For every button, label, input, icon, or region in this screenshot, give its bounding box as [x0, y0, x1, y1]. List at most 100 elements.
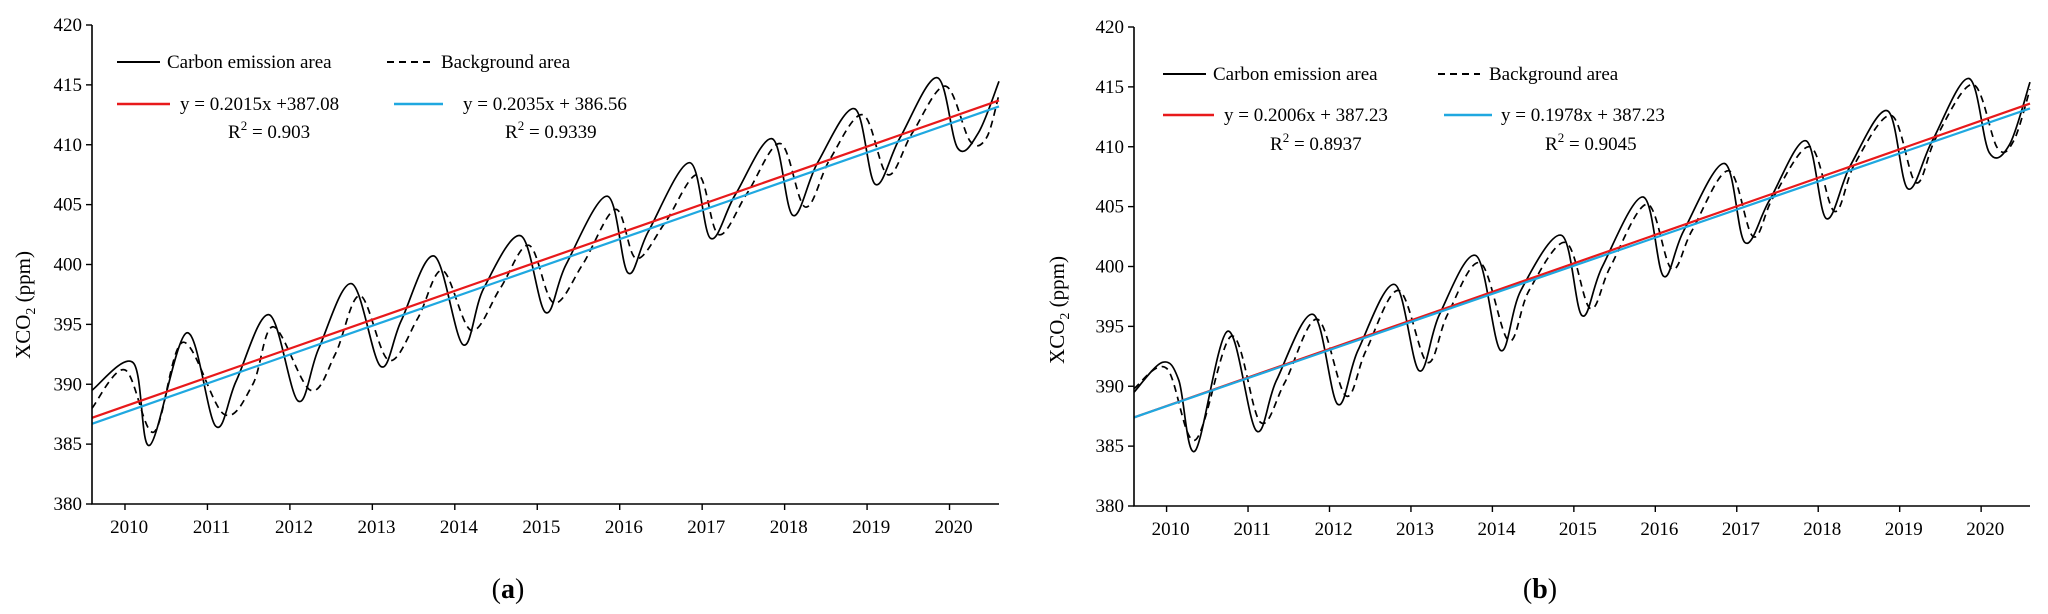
- legend-fit-background-r2: R2 = 0.9045: [1545, 130, 1637, 155]
- y-tick-label: 390: [54, 374, 83, 395]
- x-tick-label: 2011: [193, 517, 230, 538]
- x-tick-label: 2015: [522, 517, 560, 538]
- panel-a-y-ticks: 380 385 390 395 400 405 410 415 420: [54, 15, 92, 515]
- x-tick-label: 2019: [1885, 519, 1923, 540]
- y-tick-label: 385: [54, 434, 83, 455]
- y-tick-label: 395: [1096, 316, 1125, 337]
- x-tick-label: 2014: [1477, 519, 1516, 540]
- x-tick-label: 2017: [1722, 519, 1760, 540]
- legend-fit-emission-r2: R2 = 0.8937: [1270, 130, 1362, 155]
- x-tick-label: 2010: [110, 517, 148, 538]
- x-tick-label: 2016: [605, 517, 643, 538]
- y-tick-label: 410: [54, 135, 83, 156]
- x-tick-label: 2012: [275, 517, 313, 538]
- x-tick-label: 2015: [1559, 519, 1597, 540]
- panel-b-legend: Carbon emission area Background area y =…: [1163, 64, 1665, 155]
- caption-open: (: [1523, 574, 1532, 605]
- y-tick-label: 405: [1096, 197, 1125, 218]
- panel-b-y-label-unit: (ppm): [1045, 256, 1069, 313]
- y-tick-label: 415: [54, 75, 83, 96]
- y-tick-label: 410: [1096, 137, 1125, 158]
- series-background-area: [1133, 83, 2031, 441]
- y-tick-label: 395: [54, 314, 83, 335]
- x-tick-label: 2013: [1396, 519, 1434, 540]
- y-tick-label: 405: [54, 195, 83, 216]
- r2-equals: =: [1289, 134, 1309, 155]
- y-tick-label: 400: [54, 255, 83, 276]
- x-tick-label: 2011: [1233, 519, 1270, 540]
- series-background-area-fit: [1133, 107, 2031, 419]
- x-tick-label: 2020: [1966, 519, 2004, 540]
- panel-a-x-ticks: 2010 2011 2012 2013 2014 2015 2016 2017 2018 2019…: [110, 504, 973, 538]
- series-carbon-emission-area-fit: [91, 99, 1000, 419]
- x-tick-label: 2010: [1152, 519, 1190, 540]
- r2-exponent: 2: [1283, 130, 1290, 145]
- x-tick-label: 2013: [357, 517, 395, 538]
- panel-a-y-label-text: XCO: [11, 315, 35, 359]
- r2-equals: =: [1564, 134, 1584, 155]
- svg-text:XCO2 (ppm): XCO2 (ppm): [11, 251, 39, 359]
- x-tick-label: 2020: [935, 517, 973, 538]
- r2-letter: R: [1545, 134, 1558, 155]
- y-tick-label: 380: [54, 494, 83, 515]
- caption-letter: a: [501, 574, 515, 605]
- panel-b-y-label: XCO2 (ppm): [1045, 256, 1073, 364]
- caption-letter: b: [1532, 574, 1548, 605]
- r2-equals: =: [247, 122, 267, 143]
- y-tick-label: 390: [1096, 376, 1125, 397]
- panel-a-y-label: XCO2 (ppm): [11, 251, 39, 359]
- panel-a-y-label-unit: (ppm): [11, 251, 35, 308]
- r2-letter: R: [505, 122, 518, 143]
- x-tick-label: 2019: [852, 517, 890, 538]
- panel-b-x-ticks: 2010 2011 2012 2013 2014 2015 2016 2017 2018 2019…: [1152, 506, 2004, 540]
- y-tick-label: 400: [1096, 257, 1125, 278]
- y-tick-label: 415: [1096, 77, 1125, 98]
- panel-b-series: [1133, 77, 2031, 453]
- y-tick-label: 420: [1096, 17, 1125, 38]
- panel-b-caption: (b): [1523, 574, 1557, 605]
- legend-fit-emission-r2: R2 = 0.903: [228, 118, 310, 143]
- r2-letter: R: [228, 122, 241, 143]
- panel-b-y-label-subscript: 2: [1058, 313, 1073, 320]
- legend-fit-background-equation: y = 0.1978x + 387.23: [1501, 105, 1665, 126]
- panel-b-y-ticks: 380 385 390 395 400 405 410 415 420: [1096, 17, 1134, 517]
- panel-a-axes: [91, 25, 999, 505]
- r2-letter: R: [1270, 134, 1283, 155]
- series-background-area: [91, 85, 1000, 433]
- y-tick-label: 420: [54, 15, 83, 36]
- r2-equals: =: [524, 122, 544, 143]
- x-tick-label: 2017: [687, 517, 725, 538]
- svg-text:XCO2 (ppm): XCO2 (ppm): [1045, 256, 1073, 364]
- caption-close: ): [515, 574, 524, 605]
- r2-value: 0.9339: [544, 122, 596, 143]
- x-tick-label: 2018: [1803, 519, 1841, 540]
- x-tick-label: 2016: [1640, 519, 1678, 540]
- legend-emission-label: Carbon emission area: [167, 52, 332, 73]
- legend-fit-background-r2: R2 = 0.9339: [505, 118, 597, 143]
- caption-close: ): [1548, 574, 1557, 605]
- legend-emission-label: Carbon emission area: [1213, 64, 1378, 85]
- r2-value: 0.9045: [1584, 134, 1636, 155]
- panel-a-series: [91, 76, 1000, 447]
- legend-fit-emission-equation: y = 0.2006x + 387.23: [1224, 105, 1388, 126]
- panel-a-caption: (a): [492, 574, 525, 605]
- legend-fit-background-equation: y = 0.2035x + 386.56: [463, 94, 627, 115]
- legend-fit-emission-equation: y = 0.2015x +387.08: [180, 94, 339, 115]
- r2-exponent: 2: [241, 118, 248, 133]
- x-tick-label: 2012: [1315, 519, 1353, 540]
- r2-exponent: 2: [518, 118, 525, 133]
- series-carbon-emission-area: [1133, 77, 2031, 453]
- r2-value: 0.8937: [1309, 134, 1361, 155]
- panel-a-legend: Carbon emission area Background area y =…: [117, 52, 627, 143]
- series-background-area-fit: [91, 105, 1000, 425]
- panel-b: XCO2 (ppm) 380 385 390 395 400 405 410 415 420 2…: [1045, 17, 2031, 605]
- y-tick-label: 385: [1096, 436, 1125, 457]
- y-tick-label: 380: [1096, 496, 1125, 517]
- x-tick-label: 2014: [440, 517, 479, 538]
- r2-exponent: 2: [1558, 130, 1565, 145]
- panel-b-axes: [1133, 27, 2030, 507]
- panel-a-y-label-subscript: 2: [24, 308, 39, 315]
- r2-value: 0.903: [267, 122, 310, 143]
